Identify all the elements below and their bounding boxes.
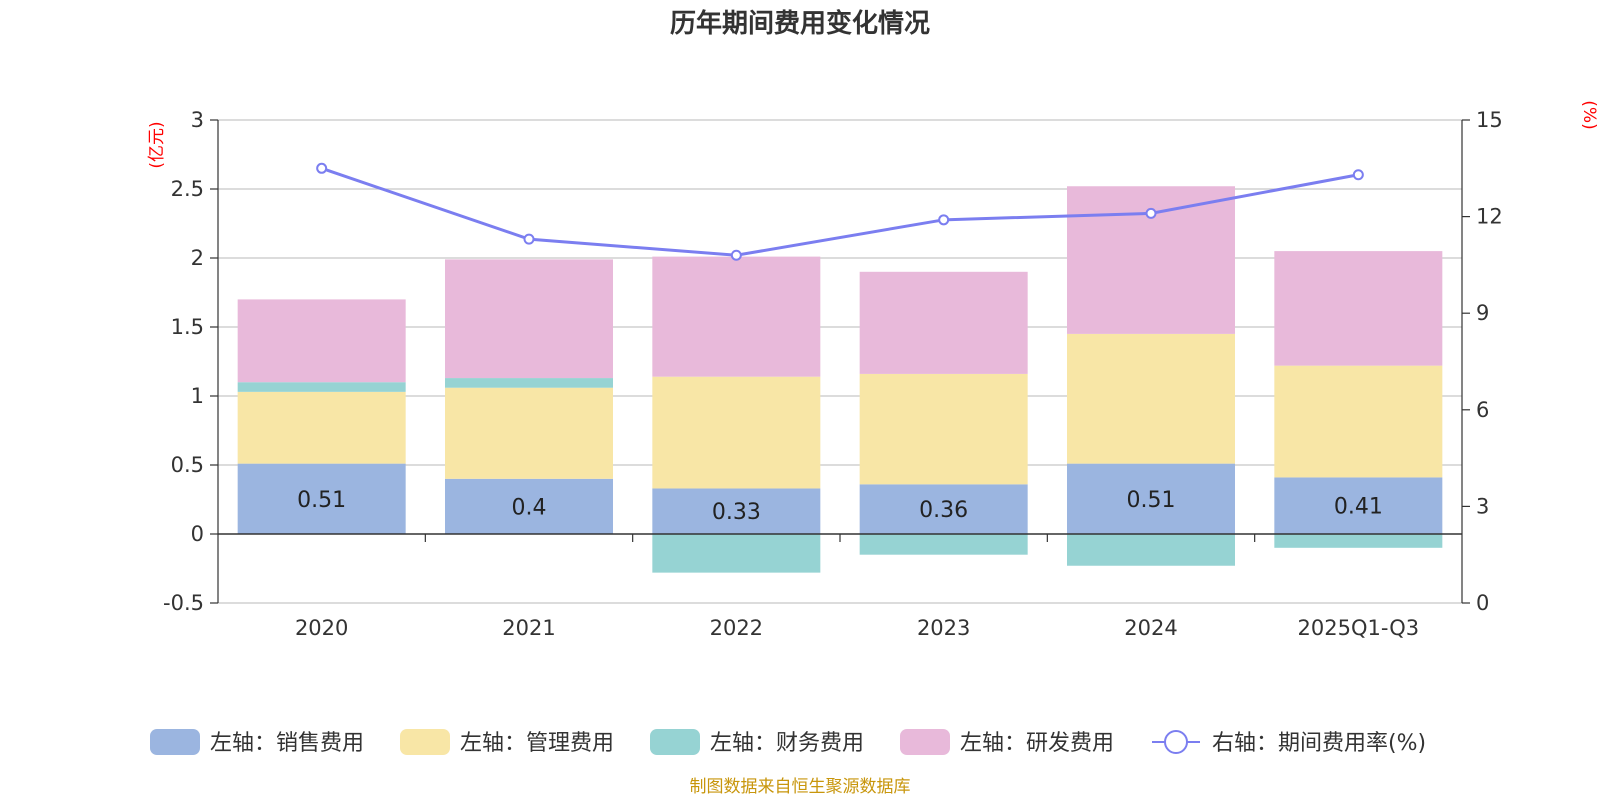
bar-3-2023 xyxy=(859,271,1028,374)
rate-point xyxy=(523,233,535,245)
legend-label: 右轴：期间费用率(%) xyxy=(1212,731,1426,756)
bars: 0.51 0.4 0.33 0.36 0.51 0.41 xyxy=(237,186,1443,573)
legend-label: 左轴：管理费用 xyxy=(460,731,614,756)
legend-swatch xyxy=(900,729,950,755)
rate-line xyxy=(316,162,1364,261)
right-axis-tick-label: 3 xyxy=(1476,494,1489,518)
right-axis-unit: (%) xyxy=(1579,100,1599,129)
right-axis-tick-label: 12 xyxy=(1476,205,1503,229)
rate-point xyxy=(1352,169,1364,181)
bar-0-2021 xyxy=(445,478,613,534)
rate-point xyxy=(316,162,328,174)
right-axis-tick-label: 9 xyxy=(1476,301,1489,325)
x-axis-label: 2021 xyxy=(502,616,555,640)
bar-1-2022 xyxy=(652,376,821,489)
x-axis-label: 2022 xyxy=(710,616,763,640)
legend-circle-swatch xyxy=(1164,730,1188,754)
left-axis-unit: (亿元) xyxy=(147,121,167,168)
chart-title: 历年期间费用变化情况 xyxy=(670,8,930,39)
x-axis-label: 2024 xyxy=(1124,616,1177,640)
bar-1-2023 xyxy=(859,373,1028,485)
rate-point xyxy=(1145,207,1157,219)
legend-swatch xyxy=(150,729,200,755)
left-axis-tick-label: -0.5 xyxy=(163,591,204,615)
bar-2-2024 xyxy=(1067,534,1235,566)
bar-1-2021 xyxy=(445,387,613,479)
right-axis-tick-label: 6 xyxy=(1476,398,1489,422)
data-label: 0.36 xyxy=(919,498,968,523)
left-axis-tick-label: 0 xyxy=(191,522,204,546)
data-label: 0.51 xyxy=(1127,488,1176,513)
rate-line-path xyxy=(321,166,1359,257)
bar-0-2024 xyxy=(1067,463,1235,534)
x-axis-label: 2023 xyxy=(917,616,970,640)
x-axis-label: 2025Q1-Q3 xyxy=(1298,616,1420,640)
bar-1-2024 xyxy=(1067,333,1235,464)
rate-point xyxy=(730,249,742,261)
bar-0-2023 xyxy=(859,484,1028,534)
bar-2-2021 xyxy=(445,378,613,388)
data-label: 0.4 xyxy=(512,495,547,520)
data-label: 0.51 xyxy=(297,488,346,513)
bar-1-2020 xyxy=(237,391,406,464)
left-axis-tick-label: 1 xyxy=(191,384,204,408)
bar-0-2022 xyxy=(652,488,821,534)
bar-1-2025Q1-Q3 xyxy=(1274,365,1443,478)
bar-2-2022 xyxy=(652,534,821,573)
legend-swatch xyxy=(650,729,700,755)
left-axis-tick-label: 3 xyxy=(191,108,204,132)
bar-2-2023 xyxy=(859,534,1028,555)
rate-point xyxy=(938,214,950,226)
axes: 3 2.5 2 1.5 1 0.5 0 -0.5 15 12 9 6 3 0 2020 2021 2022 202… xyxy=(163,108,1503,640)
left-axis-tick-label: 1.5 xyxy=(171,315,204,339)
legend-label: 左轴：财务费用 xyxy=(710,731,864,756)
left-axis-tick-label: 2 xyxy=(191,246,204,270)
bar-0-2025Q1-Q3 xyxy=(1274,477,1443,534)
legend-swatch xyxy=(400,729,450,755)
right-axis-tick-label: 0 xyxy=(1476,591,1489,615)
legend-label: 左轴：销售费用 xyxy=(210,731,364,756)
data-label: 0.41 xyxy=(1334,495,1383,520)
bar-2-2025Q1-Q3 xyxy=(1274,534,1443,548)
right-axis-tick-label: 15 xyxy=(1476,108,1503,132)
data-label: 0.33 xyxy=(712,500,761,525)
bar-2-2020 xyxy=(237,382,406,392)
grid xyxy=(218,119,1462,604)
left-axis-tick-label: 0.5 xyxy=(171,453,204,477)
data-source-note: 制图数据来自恒生聚源数据库 xyxy=(690,777,911,797)
legend: 左轴：销售费用 左轴：管理费用 左轴：财务费用 左轴：研发费用 右轴：期间费用率(%) xyxy=(150,729,1426,756)
bar-0-2020 xyxy=(237,463,406,534)
bar-3-2022 xyxy=(652,256,821,377)
x-axis-label: 2020 xyxy=(295,616,348,640)
legend-label: 左轴：研发费用 xyxy=(960,731,1114,756)
bar-3-2020 xyxy=(237,299,406,383)
bar-3-2025Q1-Q3 xyxy=(1274,251,1443,366)
bar-3-2021 xyxy=(445,259,613,379)
left-axis-tick-label: 2.5 xyxy=(171,177,204,201)
